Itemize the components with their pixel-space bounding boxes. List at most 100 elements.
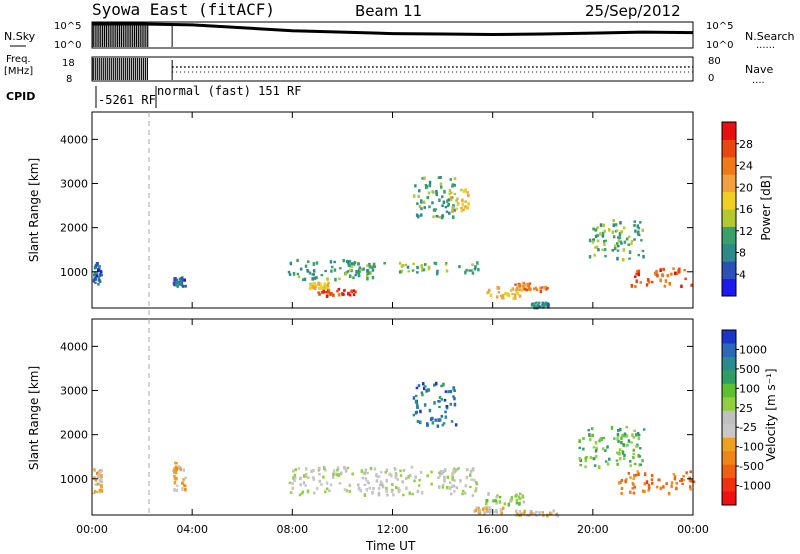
heatmap-cell — [619, 221, 622, 225]
heatmap-cell — [182, 478, 185, 481]
heatmap-cell — [441, 214, 445, 218]
velocity-colorbar-label: Velocity [m s⁻¹] — [764, 368, 778, 461]
heatmap-cell — [304, 264, 308, 268]
heatmap-cell — [592, 457, 596, 461]
heatmap-cell — [461, 492, 464, 496]
heatmap-cell — [326, 286, 330, 290]
heatmap-cell — [324, 468, 327, 472]
heatmap-cell — [619, 480, 622, 484]
heatmap-cell — [534, 286, 538, 289]
heatmap-cell — [439, 182, 443, 186]
heatmap-cell — [641, 459, 644, 463]
heatmap-cell — [451, 183, 455, 186]
heatmap-cell — [578, 457, 581, 461]
heatmap-cell — [465, 268, 468, 272]
heatmap-cell — [608, 457, 611, 461]
heatmap-cell — [301, 490, 304, 494]
heatmap-cell — [96, 471, 99, 475]
colorbar-swatch — [722, 278, 736, 297]
heatmap-cell — [422, 382, 425, 386]
heatmap-cell — [399, 474, 403, 477]
heatmap-cell — [582, 437, 585, 440]
heatmap-cell — [489, 508, 492, 511]
heatmap-cell — [366, 480, 369, 483]
heatmap-cell — [444, 206, 448, 209]
heatmap-cell — [416, 419, 420, 424]
heatmap-cell — [319, 284, 322, 288]
heatmap-cell — [623, 434, 626, 438]
heatmap-cell — [370, 265, 374, 269]
heatmap-cell — [173, 480, 177, 485]
heatmap-cell — [326, 283, 330, 287]
heatmap-cell — [633, 429, 636, 433]
heatmap-cell — [598, 465, 601, 470]
heatmap-cell — [485, 499, 488, 503]
heatmap-cell — [532, 302, 536, 305]
heatmap-cell — [354, 273, 357, 277]
heatmap-cell — [623, 240, 627, 244]
heatmap-cell — [348, 490, 351, 493]
heatmap-cell — [175, 280, 179, 284]
colorbar-tick-label: 1000 — [739, 343, 767, 356]
heatmap-cell — [352, 262, 356, 266]
heatmap-cell — [414, 184, 417, 188]
heatmap-cell — [443, 479, 446, 483]
heatmap-cell — [318, 287, 321, 290]
heatmap-cell — [408, 491, 411, 495]
heatmap-cell — [544, 301, 548, 306]
heatmap-cell — [500, 508, 503, 512]
noise-right-tick-bottom: 10^0 — [706, 40, 733, 51]
heatmap-cell — [594, 246, 597, 249]
heatmap-cell — [318, 466, 321, 471]
heatmap-cell — [556, 514, 560, 518]
heatmap-cell — [414, 475, 417, 479]
power-heatmap — [92, 176, 693, 310]
heatmap-cell — [457, 466, 461, 470]
heatmap-cell — [386, 493, 389, 497]
heatmap-cell — [639, 221, 642, 224]
colorbar-tick-label: -1000 — [739, 480, 771, 493]
range-tick-label: 1000 — [60, 266, 88, 279]
heatmap-cell — [181, 284, 185, 288]
heatmap-cell — [656, 273, 659, 278]
heatmap-cell — [505, 292, 508, 296]
heatmap-cell — [453, 183, 456, 187]
heatmap-cell — [302, 481, 306, 485]
heatmap-cell — [394, 475, 398, 480]
heatmap-cell — [345, 489, 348, 493]
heatmap-cell — [637, 436, 641, 441]
heatmap-cell — [299, 476, 302, 481]
heatmap-cell — [539, 286, 542, 290]
heatmap-cell — [618, 236, 621, 240]
heatmap-cell — [634, 473, 638, 477]
heatmap-cell — [685, 471, 688, 475]
heatmap-cell — [455, 199, 458, 203]
heatmap-cell — [436, 269, 439, 274]
heatmap-cell — [477, 506, 480, 510]
heatmap-cell — [677, 269, 680, 274]
freq-plot — [92, 58, 693, 80]
heatmap-cell — [620, 492, 623, 495]
heatmap-cell — [453, 389, 456, 392]
heatmap-cell — [495, 495, 498, 499]
heatmap-cell — [177, 465, 180, 469]
heatmap-cell — [611, 230, 614, 235]
heatmap-cell — [435, 215, 438, 218]
heatmap-cell — [377, 475, 381, 478]
heatmap-cell — [180, 277, 183, 281]
heatmap-cell — [417, 484, 421, 487]
heatmap-cell — [464, 270, 467, 275]
heatmap-cell — [352, 289, 356, 293]
heatmap-cell — [414, 411, 418, 415]
heatmap-cell — [466, 468, 469, 472]
heatmap-cell — [650, 280, 654, 284]
heatmap-cell — [635, 272, 638, 276]
colorbar-swatch — [722, 330, 736, 344]
heatmap-cell — [631, 433, 634, 437]
heatmap-cell — [542, 302, 545, 305]
heatmap-cell — [552, 509, 555, 513]
heatmap-cell — [630, 240, 634, 243]
heatmap-cell — [458, 265, 461, 269]
heatmap-cell — [396, 478, 400, 481]
heatmap-cell — [439, 470, 443, 473]
